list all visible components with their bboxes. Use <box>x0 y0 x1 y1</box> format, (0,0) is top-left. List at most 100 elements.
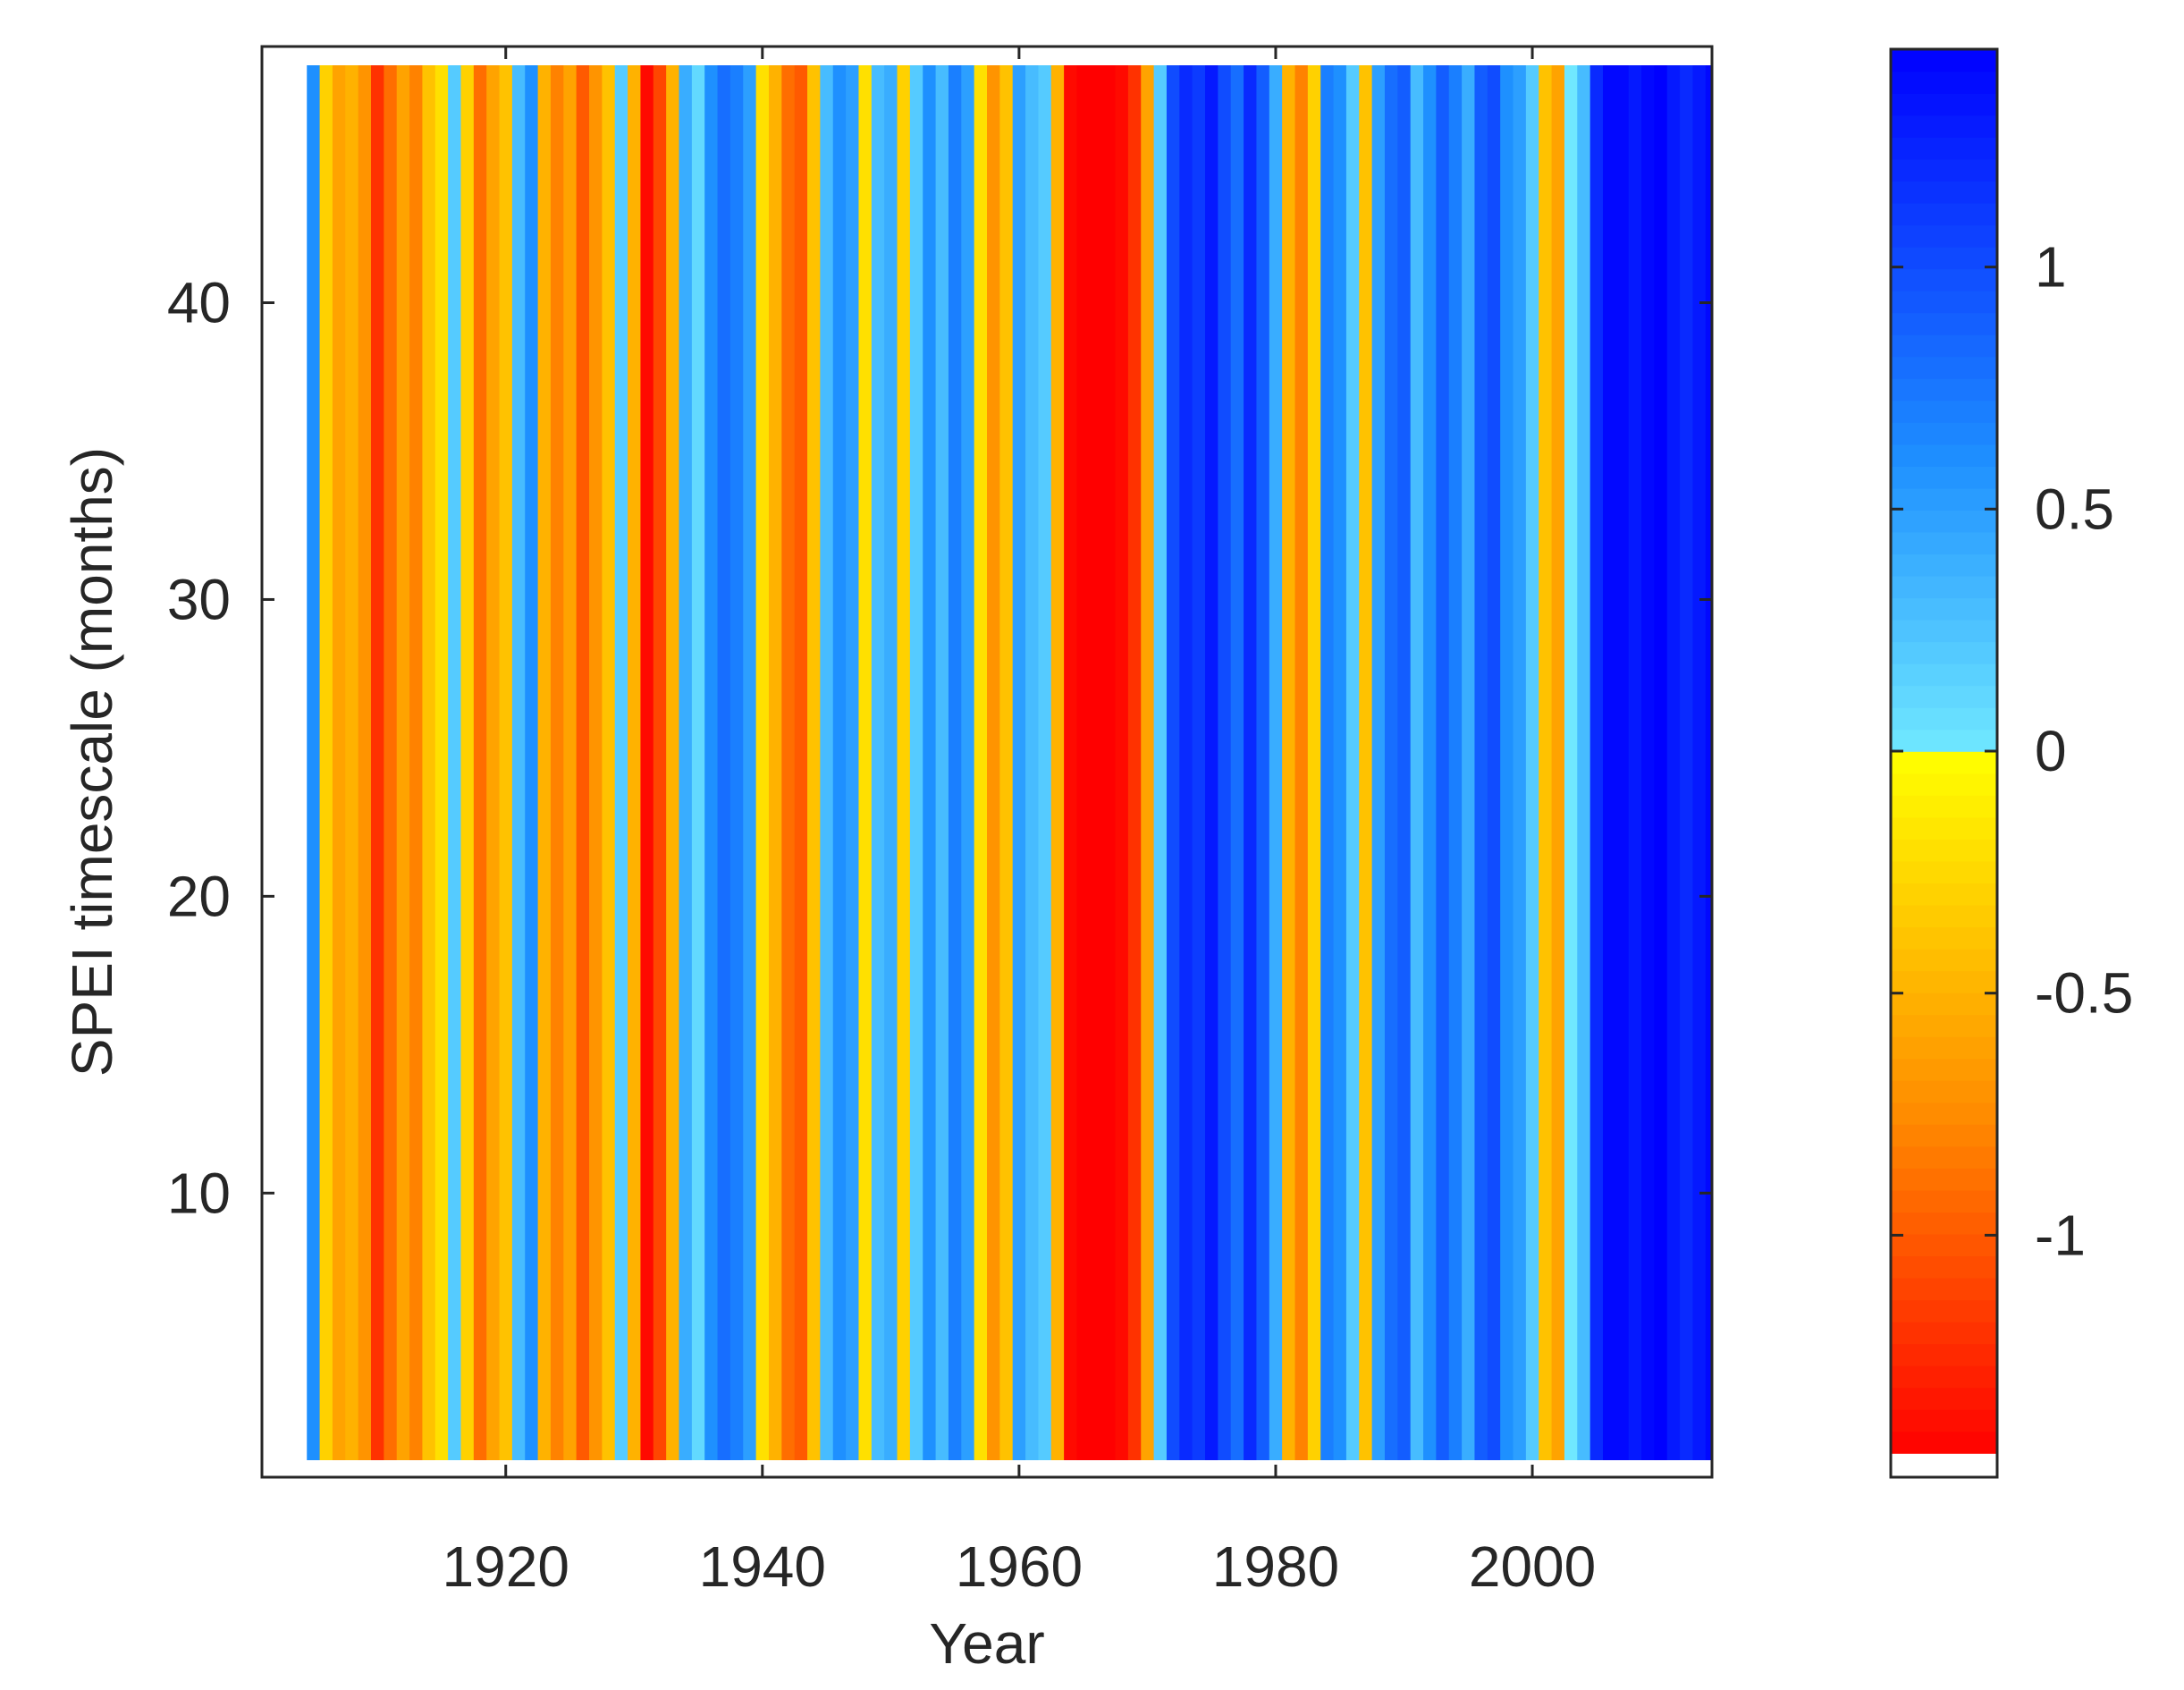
heatmap-cell <box>1666 65 1681 1460</box>
heatmap-cell <box>1513 65 1527 1460</box>
heatmap-cell <box>820 65 834 1460</box>
colorbar-swatch <box>1891 487 1997 511</box>
heatmap-cell <box>1141 65 1155 1460</box>
colorbar-swatch <box>1891 531 1997 555</box>
colorbar-tick-label: 0 <box>2035 719 2067 783</box>
heatmap-cell <box>1539 65 1553 1460</box>
colorbar-swatch <box>1891 970 1997 993</box>
colorbar-swatch <box>1891 1079 1997 1103</box>
colorbar-ticks: 1 0.5 0 -0.5 -1 <box>1891 235 2133 1267</box>
heatmap-cell <box>794 65 808 1460</box>
heatmap-cell <box>1500 65 1514 1460</box>
heatmap-cell <box>537 65 552 1460</box>
heatmap-cell <box>1256 65 1270 1460</box>
colorbar-swatch <box>1891 356 1997 379</box>
heatmap-cell <box>1641 65 1656 1460</box>
colorbar-swatch <box>1891 773 1997 796</box>
heatmap-cell <box>781 65 796 1460</box>
colorbar-swatch <box>1891 685 1997 708</box>
colorbar-swatch <box>1891 1255 1997 1279</box>
heatmap-cell <box>666 65 680 1460</box>
heatmap-cell <box>1564 65 1579 1460</box>
heatmap-cell <box>1487 65 1501 1460</box>
colorbar-tick-label: -1 <box>2035 1203 2086 1267</box>
colorbar-swatch <box>1891 575 1997 599</box>
heatmap-cell <box>1525 65 1540 1460</box>
x-tick-label: 1940 <box>699 1534 826 1599</box>
heatmap-cell <box>602 65 616 1460</box>
colorbar-swatch <box>1891 860 1997 883</box>
x-axis-label: Year <box>929 1611 1044 1676</box>
heatmap-cell <box>499 65 513 1460</box>
heatmap-cell <box>999 65 1014 1460</box>
heatmap-cell <box>1590 65 1604 1460</box>
colorbar-tick-label: -0.5 <box>2035 961 2133 1026</box>
heatmap-cell <box>909 65 924 1460</box>
heatmap-cell <box>1551 65 1565 1460</box>
colorbar-swatch <box>1891 1124 1997 1147</box>
heatmap-cell <box>1153 65 1168 1460</box>
heatmap-cell <box>1384 65 1399 1460</box>
heatmap-cell <box>473 65 487 1460</box>
colorbar-swatch <box>1891 268 1997 292</box>
colorbar-swatch <box>1891 1058 1997 1081</box>
colorbar-frame <box>1889 47 1999 1479</box>
heatmap-cell <box>1320 65 1335 1460</box>
heatmap-cell <box>1244 65 1258 1460</box>
heatmap-cell <box>884 65 898 1460</box>
colorbar-swatch <box>1891 751 1997 774</box>
heatmap-cell <box>434 65 449 1460</box>
heatmap-cell <box>704 65 719 1460</box>
colorbar-swatch <box>1891 992 1997 1016</box>
colorbar-swatch <box>1891 1431 1997 1454</box>
heatmap-cell <box>371 65 385 1460</box>
heatmap-cells <box>307 65 1712 1460</box>
plot-frame <box>260 45 1714 1479</box>
heatmap-cell <box>1127 65 1143 1460</box>
heatmap-cell <box>679 65 693 1460</box>
colorbar-tick-label: 1 <box>2035 235 2067 300</box>
colorbar-swatch <box>1891 377 1997 401</box>
colorbar-swatch <box>1891 1168 1997 1191</box>
heatmap-cell <box>486 65 501 1460</box>
heatmap-cell <box>974 65 988 1460</box>
colorbar-swatch <box>1891 1189 1997 1213</box>
heatmap-cell <box>961 65 975 1460</box>
heatmap-cell <box>1115 65 1129 1460</box>
y-tick-label: 20 <box>167 864 231 928</box>
heatmap-cell <box>1628 65 1642 1460</box>
heatmap-cell <box>1064 65 1078 1460</box>
heatmap-cell <box>332 65 347 1460</box>
colorbar-swatch <box>1891 1035 1997 1060</box>
heatmap-cell <box>846 65 860 1460</box>
x-tick-label: 1980 <box>1212 1534 1339 1599</box>
colorbar-swatch <box>1891 706 1997 731</box>
heatmap-cell <box>511 65 527 1460</box>
heatmap-cell <box>1205 65 1219 1460</box>
colorbar-gradient <box>1891 49 1997 1454</box>
colorbar-swatch <box>1891 816 1997 840</box>
colorbar-swatch <box>1891 597 1997 621</box>
colorbar-swatch <box>1891 926 1997 950</box>
colorbar-swatch <box>1891 114 1997 138</box>
colorbar-swatch <box>1891 1299 1997 1322</box>
heatmap-cell <box>345 65 359 1460</box>
colorbar-swatch <box>1891 181 1997 204</box>
heatmap-cell <box>871 65 885 1460</box>
heatmap-cell <box>1307 65 1321 1460</box>
heatmap-cell <box>1230 65 1244 1460</box>
heatmap-cell <box>1269 65 1283 1460</box>
colorbar-swatch <box>1891 1343 1997 1366</box>
x-tick-label: 2000 <box>1469 1534 1596 1599</box>
heatmap-cell <box>1076 65 1091 1460</box>
heatmap-cell <box>1692 65 1707 1460</box>
colorbar-swatch <box>1891 1408 1997 1432</box>
heatmap-cell <box>563 65 578 1460</box>
y-axis-label: SPEI timescale (months) <box>60 447 124 1077</box>
colorbar-swatch <box>1891 158 1997 182</box>
heatmap-cell <box>614 65 628 1460</box>
heatmap-cell <box>987 65 1001 1460</box>
colorbar-swatch <box>1891 883 1997 906</box>
